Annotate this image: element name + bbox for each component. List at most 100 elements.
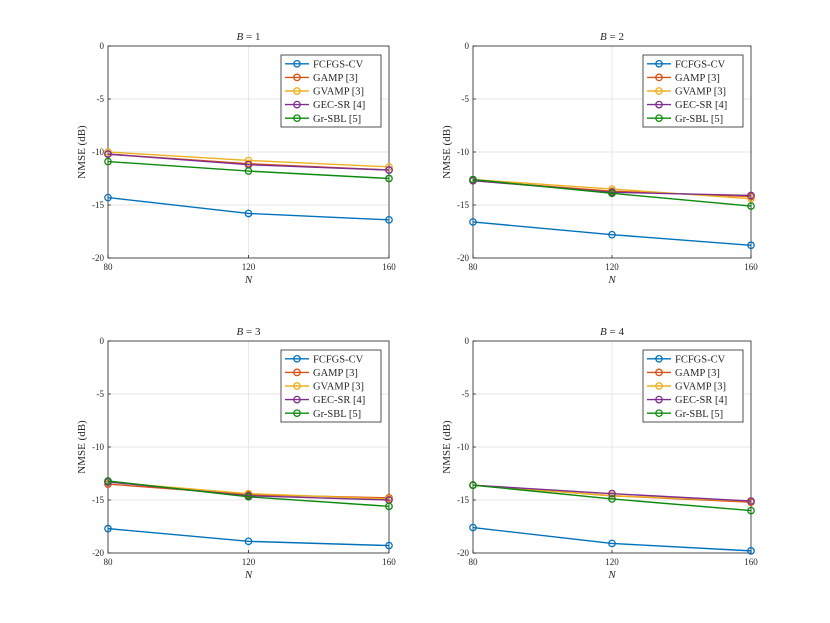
chart-title: B = 4	[600, 326, 624, 338]
legend-label: Gr-SBL [5]	[675, 409, 723, 420]
data-point	[608, 489, 616, 498]
y-tick-label: -5	[462, 94, 470, 104]
y-tick-label: -15	[457, 495, 469, 505]
chart-title-value: = 4	[607, 326, 625, 338]
data-point	[469, 175, 477, 184]
chart-title-value: = 3	[243, 326, 261, 338]
x-tick-label: 120	[242, 557, 256, 567]
legend-swatch-marker	[655, 73, 663, 82]
data-point	[104, 193, 112, 202]
chart-title-variable: B	[600, 31, 607, 43]
chart-panel-2: 80 120 160 0 -5 -10 -15 -20 B = 2 N NMSE (dB) FCFGS…	[441, 31, 758, 286]
series-line-fcfgs-cv	[107, 196, 390, 221]
data-point	[385, 174, 393, 183]
x-tick-label: 160	[744, 262, 758, 272]
data-point	[608, 495, 616, 503]
legend-swatch-marker	[293, 87, 301, 95]
y-tick-label: -20	[92, 548, 104, 558]
legend-swatch-marker	[293, 409, 301, 418]
data-point	[385, 166, 393, 174]
data-point	[104, 150, 112, 158]
x-axis-label: N	[607, 569, 616, 581]
legend-swatch-marker	[655, 368, 663, 377]
chart-title: B = 1	[237, 31, 261, 43]
legend-swatch-marker	[293, 368, 301, 377]
legend-label: GVAMP [3]	[675, 382, 726, 393]
legend-swatch-marker	[655, 395, 663, 404]
legend-swatch-marker	[293, 100, 301, 109]
x-tick-label: 80	[104, 262, 114, 272]
chart-title-variable: B	[237, 31, 244, 43]
y-tick-label: -10	[92, 147, 104, 157]
data-point	[747, 506, 755, 515]
legend-label: GVAMP [3]	[313, 87, 364, 98]
y-axis-label: NMSE (dB)	[441, 125, 453, 179]
legend-label: FCFGS-CV	[675, 354, 726, 365]
legend-swatch-marker	[293, 354, 301, 363]
data-point	[385, 502, 393, 511]
data-point	[747, 241, 755, 250]
y-axis-label: NMSE (dB)	[76, 125, 88, 179]
series-line-fcfgs-cv	[472, 526, 752, 552]
y-tick-label: -20	[92, 253, 104, 263]
legend-label: FCFGS-CV	[313, 59, 364, 70]
legend: FCFGS-CV GAMP [3] GVAMP [3] GEC-SR [4] Gr-SB…	[280, 54, 382, 128]
series-line-gr-sbl-5	[472, 178, 752, 207]
data-point	[244, 167, 253, 175]
y-tick-label: -10	[457, 147, 469, 157]
legend-label: FCFGS-CV	[313, 354, 364, 365]
y-tick-label: -20	[457, 548, 469, 558]
y-tick-label: 0	[465, 41, 470, 51]
data-point	[244, 209, 253, 218]
x-axis-label: N	[607, 274, 616, 286]
series-line-gvamp-3	[107, 151, 390, 168]
y-axis-label: NMSE (dB)	[76, 420, 88, 474]
data-point	[104, 477, 112, 485]
data-point	[244, 537, 253, 546]
legend-swatch-marker	[655, 100, 663, 109]
data-point	[244, 492, 253, 501]
legend-swatch-marker	[655, 409, 663, 418]
x-tick-label: 80	[469, 262, 479, 272]
legend-label: GVAMP [3]	[675, 87, 726, 98]
legend-label: FCFGS-CV	[675, 59, 726, 70]
data-point	[469, 523, 477, 532]
y-axis-label: NMSE (dB)	[441, 420, 453, 474]
chart-title-value: = 2	[607, 31, 624, 43]
x-tick-label: 80	[469, 557, 479, 567]
legend-swatch-marker	[293, 114, 301, 123]
y-tick-label: -15	[92, 200, 104, 210]
legend-label: GAMP [3]	[675, 368, 720, 379]
x-tick-label: 160	[382, 557, 396, 567]
chart-panel-3: 80 120 160 0 -5 -10 -15 -20 B = 3 N NMSE (dB) FCFGS…	[76, 326, 396, 581]
x-tick-label: 120	[605, 262, 619, 272]
series-line-gec-sr-4	[472, 484, 752, 502]
legend: FCFGS-CV GAMP [3] GVAMP [3] GEC-SR [4] Gr-SB…	[280, 349, 382, 423]
chart-panel-1: 80 120 160 0 -5 -10 -15 -20 B = 1 N NMSE (dB) FCFGS…	[76, 31, 396, 286]
data-point	[244, 156, 253, 165]
data-point	[608, 230, 616, 239]
series-line-gr-sbl-5	[472, 484, 752, 512]
y-tick-label: -5	[97, 94, 105, 104]
y-tick-label: -5	[462, 389, 470, 399]
chart-title-value: = 1	[243, 31, 260, 43]
data-point	[385, 215, 393, 224]
legend-label: GAMP [3]	[675, 73, 720, 84]
legend-swatch-marker	[655, 382, 663, 390]
legend-swatch-marker	[293, 73, 301, 82]
y-tick-label: -15	[92, 495, 104, 505]
y-tick-label: 0	[465, 336, 470, 346]
data-point	[104, 524, 112, 533]
x-tick-label: 80	[104, 557, 114, 567]
data-point	[469, 218, 477, 226]
chart-title: B = 3	[237, 326, 261, 338]
legend: FCFGS-CV GAMP [3] GVAMP [3] GEC-SR [4] Gr-SB…	[642, 54, 744, 128]
legend-swatch-marker	[655, 354, 663, 363]
data-point	[608, 189, 616, 198]
x-tick-label: 120	[605, 557, 619, 567]
chart-title: B = 2	[600, 31, 624, 43]
legend-label: GAMP [3]	[313, 368, 358, 379]
data-point	[608, 539, 616, 548]
legend-swatch-marker	[655, 114, 663, 123]
data-point	[385, 162, 393, 171]
